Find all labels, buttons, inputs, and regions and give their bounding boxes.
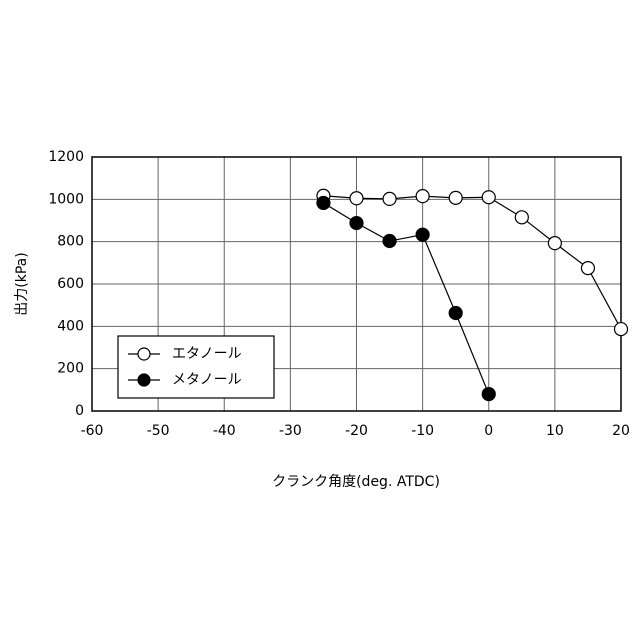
marker bbox=[317, 196, 330, 209]
marker bbox=[383, 235, 396, 248]
series-line bbox=[323, 196, 621, 329]
y-tick-label: 200 bbox=[57, 361, 84, 377]
marker bbox=[449, 191, 462, 204]
marker bbox=[615, 323, 628, 336]
marker bbox=[482, 388, 495, 401]
marker bbox=[482, 191, 495, 204]
y-tick-label: 1000 bbox=[48, 191, 84, 207]
y-tick-label: 800 bbox=[57, 234, 84, 250]
marker bbox=[581, 262, 594, 275]
x-tick-label: -60 bbox=[81, 423, 104, 439]
x-tick-label: -10 bbox=[411, 423, 434, 439]
marker bbox=[548, 237, 561, 250]
series-line bbox=[323, 203, 488, 394]
x-tick-label: -20 bbox=[345, 423, 368, 439]
y-tick-label: 1200 bbox=[48, 149, 84, 165]
x-tick-label: 20 bbox=[612, 423, 630, 439]
x-tick-label: -50 bbox=[147, 423, 170, 439]
x-tick-label: 10 bbox=[546, 423, 564, 439]
y-tick-label: 400 bbox=[57, 318, 84, 334]
marker bbox=[416, 190, 429, 203]
x-axis-label: クランク角度(deg. ATDC) bbox=[272, 474, 440, 490]
legend-marker bbox=[138, 374, 150, 386]
y-tick-label: 600 bbox=[57, 276, 84, 292]
marker bbox=[350, 217, 363, 230]
legend-marker bbox=[138, 348, 150, 360]
x-tick-label: -30 bbox=[279, 423, 302, 439]
marker bbox=[515, 211, 528, 224]
marker bbox=[416, 228, 429, 241]
legend-label: メタノール bbox=[172, 372, 242, 388]
marker bbox=[449, 306, 462, 319]
legend-label: エタノール bbox=[172, 346, 242, 362]
x-tick-label: -40 bbox=[213, 423, 236, 439]
marker bbox=[383, 192, 396, 205]
marker bbox=[350, 192, 363, 205]
y-tick-label: 0 bbox=[75, 403, 84, 419]
x-tick-label: 0 bbox=[484, 423, 493, 439]
y-axis-label: 出力(kPa) bbox=[14, 252, 30, 315]
